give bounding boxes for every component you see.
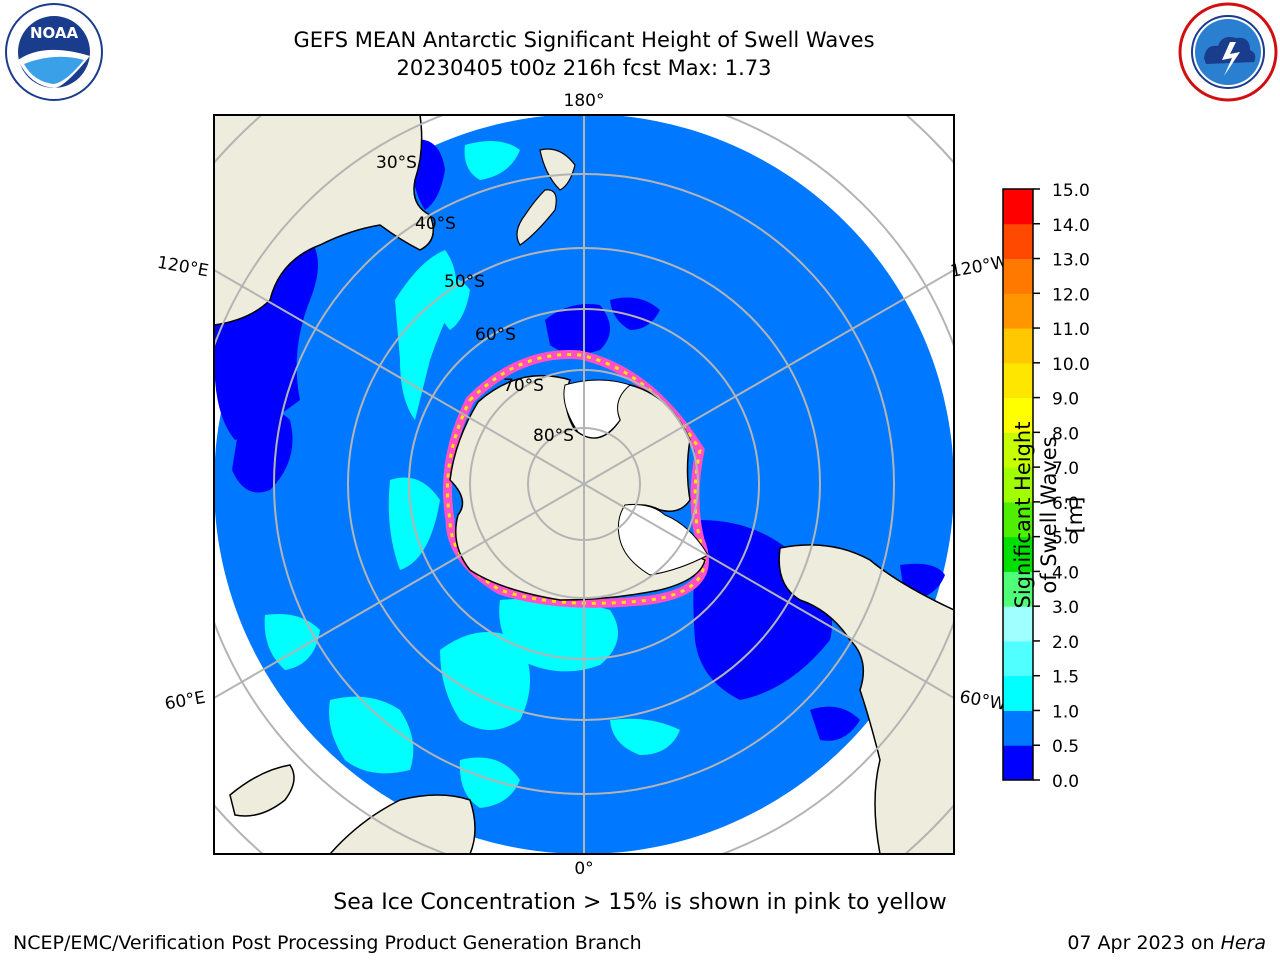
weddell-ice-shelf <box>617 504 709 576</box>
colorbar-tick-label: 0.0 <box>1052 772 1079 792</box>
colorbar-segment <box>1003 710 1033 746</box>
colorbar-segment <box>1003 571 1033 607</box>
colorbar-segment <box>1003 362 1033 399</box>
lat-label-80s: 80°S <box>533 426 574 446</box>
colorbar-tick-label: 4.0 <box>1052 563 1079 583</box>
sea-ice-caption: Sea Ice Concentration > 15% is shown in … <box>333 890 947 915</box>
colorbar-tick-label: 1.5 <box>1052 668 1079 688</box>
credit-text: NCEP/EMC/Verification Post Processing Pr… <box>13 932 642 954</box>
date-value: 07 Apr 2023 on <box>1067 932 1215 954</box>
australia-land <box>214 115 435 326</box>
machine-name: Hera <box>1220 932 1266 954</box>
colorbar-frame <box>1002 188 1034 781</box>
nz-north-island <box>539 148 576 191</box>
colorbar-tick-label: 9.0 <box>1052 390 1079 410</box>
colorbar-tick-label: 3.0 <box>1052 598 1079 618</box>
lon-label-120w: 120°W <box>949 252 1010 282</box>
africa-land <box>328 794 476 854</box>
south-america-land <box>778 544 954 854</box>
madagascar-land <box>229 764 295 817</box>
lat-label-30s: 30°S <box>376 153 417 173</box>
lon-label-180: 180° <box>564 91 605 111</box>
colorbar-segment <box>1003 189 1033 225</box>
colorbar-segment <box>1003 223 1033 260</box>
colorbar-segment <box>1003 397 1033 433</box>
ross-ice-shelf <box>563 379 632 439</box>
lon-label-120e: 120°E <box>156 253 210 282</box>
colorbar-segment <box>1003 640 1033 677</box>
lat-label-40s: 40°S <box>415 214 456 234</box>
colorbar-tick-label: 0.5 <box>1052 737 1079 757</box>
colorbar-segment <box>1003 432 1033 468</box>
lat-label-70s: 70°S <box>503 376 544 396</box>
colorbar: 0.0 0.5 1.0 1.5 2.0 3.0 4.0 5.0 6.0 7.0 8.0 9.0 10.0… <box>1003 181 1090 792</box>
map-frame <box>213 114 955 855</box>
colorbar-segment <box>1003 675 1033 711</box>
lon-label-60w: 60°W <box>958 687 1008 715</box>
colorbar-segment <box>1003 258 1033 294</box>
date-text: 07 Apr 2023 on Hera <box>1067 932 1266 954</box>
lon-label-0: 0° <box>574 859 593 879</box>
colorbar-title: Significant Height of Swell Waves [m] <box>1011 421 1087 609</box>
sea-ice-band <box>443 350 709 608</box>
colorbar-segment <box>1003 606 1033 642</box>
chart-subtitle: 20230405 t00z 216h fcst Max: 1.73 <box>396 56 772 80</box>
colorbar-segment <box>1003 501 1033 538</box>
colorbar-tick-label: 15.0 <box>1052 181 1090 201</box>
lon-label-60e: 60°E <box>163 688 207 715</box>
nws-logo-icon <box>1178 2 1278 102</box>
colorbar-tick-label: 10.0 <box>1052 355 1090 375</box>
colorbar-segment <box>1003 536 1033 572</box>
colorbar-tick-label: 7.0 <box>1052 459 1079 479</box>
colorbar-segment <box>1003 745 1033 781</box>
graticule <box>214 115 954 854</box>
colorbar-tick-label: 12.0 <box>1052 285 1090 305</box>
chart-title: GEFS MEAN Antarctic Significant Height o… <box>293 28 875 52</box>
lat-label-50s: 50°S <box>444 272 485 292</box>
colorbar-segment <box>1003 328 1033 364</box>
colorbar-tick-label: 2.0 <box>1052 633 1079 653</box>
colorbar-tick-label: 14.0 <box>1052 216 1090 236</box>
colorbar-segment <box>1003 467 1033 503</box>
noaa-logo-icon: NOAA <box>5 3 103 101</box>
colorbar-tick-label: 6.0 <box>1052 494 1079 514</box>
colorbar-tick-label: 13.0 <box>1052 251 1090 271</box>
svg-text:NOAA: NOAA <box>30 24 79 42</box>
colorbar-tick-label: 5.0 <box>1052 529 1079 549</box>
colorbar-tick-label: 1.0 <box>1052 702 1079 722</box>
colorbar-tick-label: 11.0 <box>1052 320 1090 340</box>
lat-label-60s: 60°S <box>475 325 516 345</box>
colorbar-tick-label: 8.0 <box>1052 424 1079 444</box>
colorbar-segment <box>1003 293 1033 329</box>
nz-south-island <box>516 189 557 246</box>
